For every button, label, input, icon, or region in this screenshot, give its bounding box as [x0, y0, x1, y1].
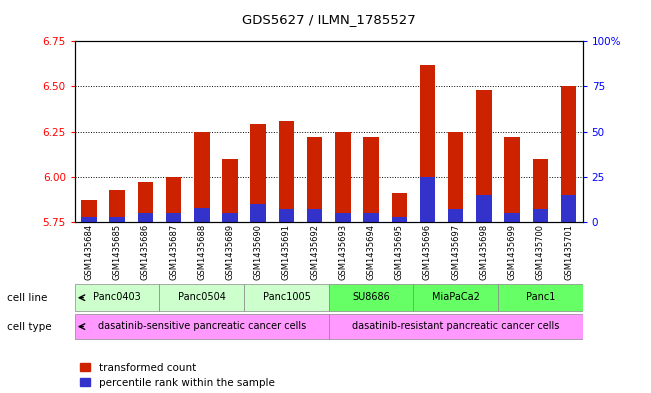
- Text: cell line: cell line: [7, 293, 47, 303]
- Text: GSM1435689: GSM1435689: [225, 224, 234, 280]
- Bar: [561, 195, 576, 222]
- Text: GSM1435691: GSM1435691: [282, 224, 291, 280]
- Bar: [222, 213, 238, 222]
- Bar: [533, 209, 548, 222]
- Bar: [279, 209, 294, 222]
- Text: Panc1: Panc1: [525, 292, 555, 302]
- Text: dasatinib-resistant pancreatic cancer cells: dasatinib-resistant pancreatic cancer ce…: [352, 321, 559, 331]
- Bar: [420, 177, 436, 222]
- Bar: [476, 90, 492, 222]
- Text: GSM1435698: GSM1435698: [479, 224, 488, 280]
- Text: GSM1435700: GSM1435700: [536, 224, 545, 280]
- Bar: [137, 213, 153, 222]
- Legend: transformed count, percentile rank within the sample: transformed count, percentile rank withi…: [80, 363, 275, 388]
- Bar: [391, 193, 407, 222]
- Bar: [307, 137, 322, 222]
- Bar: [251, 125, 266, 222]
- Text: SU8686: SU8686: [352, 292, 390, 302]
- Text: GSM1435687: GSM1435687: [169, 224, 178, 280]
- Text: GSM1435697: GSM1435697: [451, 224, 460, 280]
- Text: Panc0403: Panc0403: [93, 292, 141, 302]
- Text: GSM1435685: GSM1435685: [113, 224, 122, 280]
- Bar: [448, 209, 464, 222]
- Bar: [448, 132, 464, 222]
- Bar: [413, 285, 498, 311]
- Text: GDS5627 / ILMN_1785527: GDS5627 / ILMN_1785527: [242, 13, 415, 26]
- Bar: [476, 195, 492, 222]
- Bar: [505, 137, 520, 222]
- Bar: [109, 217, 125, 222]
- Bar: [137, 182, 153, 222]
- Text: Panc0504: Panc0504: [178, 292, 226, 302]
- Bar: [335, 132, 351, 222]
- Bar: [81, 200, 97, 222]
- Bar: [363, 213, 379, 222]
- Bar: [194, 132, 210, 222]
- Bar: [81, 217, 97, 222]
- Text: GSM1435699: GSM1435699: [508, 224, 517, 280]
- Text: GSM1435684: GSM1435684: [85, 224, 94, 280]
- Text: GSM1435692: GSM1435692: [310, 224, 319, 280]
- Bar: [391, 217, 407, 222]
- Text: GSM1435690: GSM1435690: [254, 224, 263, 280]
- Bar: [420, 65, 436, 222]
- Text: cell type: cell type: [7, 321, 51, 332]
- Bar: [561, 86, 576, 222]
- Text: GSM1435701: GSM1435701: [564, 224, 573, 280]
- Bar: [329, 314, 583, 339]
- Text: Panc1005: Panc1005: [262, 292, 311, 302]
- Text: GSM1435686: GSM1435686: [141, 224, 150, 280]
- Bar: [279, 121, 294, 222]
- Bar: [75, 285, 159, 311]
- Text: GSM1435694: GSM1435694: [367, 224, 376, 280]
- Bar: [222, 159, 238, 222]
- Text: GSM1435696: GSM1435696: [423, 224, 432, 280]
- Bar: [251, 204, 266, 222]
- Bar: [307, 209, 322, 222]
- Bar: [75, 314, 329, 339]
- Text: GSM1435693: GSM1435693: [339, 224, 348, 280]
- Text: GSM1435695: GSM1435695: [395, 224, 404, 280]
- Bar: [166, 177, 182, 222]
- Text: dasatinib-sensitive pancreatic cancer cells: dasatinib-sensitive pancreatic cancer ce…: [98, 321, 306, 331]
- Bar: [244, 285, 329, 311]
- Bar: [505, 213, 520, 222]
- Bar: [363, 137, 379, 222]
- Bar: [335, 213, 351, 222]
- Bar: [109, 189, 125, 222]
- Bar: [194, 208, 210, 222]
- Bar: [329, 285, 413, 311]
- Bar: [498, 285, 583, 311]
- Bar: [166, 213, 182, 222]
- Text: MiaPaCa2: MiaPaCa2: [432, 292, 480, 302]
- Bar: [159, 285, 244, 311]
- Bar: [533, 159, 548, 222]
- Text: GSM1435688: GSM1435688: [197, 224, 206, 280]
